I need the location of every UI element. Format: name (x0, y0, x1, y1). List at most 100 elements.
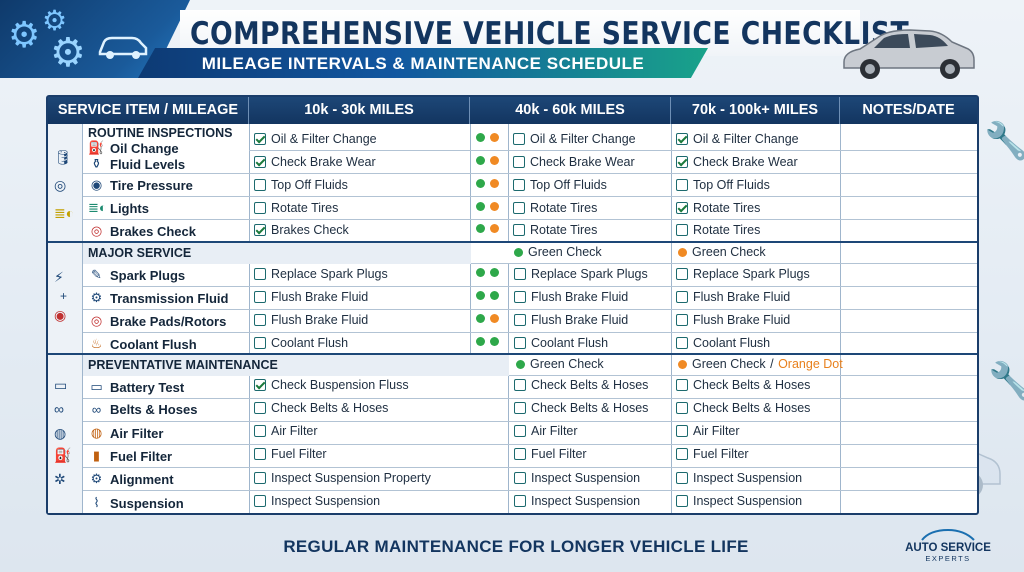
checkbox[interactable] (254, 402, 266, 414)
checkbox[interactable] (254, 379, 266, 391)
table-cell: Top Off Fluids (513, 178, 607, 192)
checkbox[interactable] (676, 291, 688, 303)
checkbox[interactable] (676, 402, 688, 414)
orange-dot-icon (490, 179, 499, 188)
green-dot-icon (476, 337, 485, 346)
table-cell: Check Belts & Hoses (514, 401, 648, 415)
suspension-icon: ⌇ (93, 495, 100, 510)
checkbox[interactable] (676, 268, 688, 280)
table-cell: Air Filter (514, 424, 578, 438)
table-row: Replace Spark Plugs (254, 267, 388, 281)
headlight-icon: ≣◐ (88, 200, 107, 215)
item-fluid-levels: ⚱ Fluid Levels (88, 156, 185, 172)
table-row: Top Off Fluids (254, 178, 348, 192)
checkbox[interactable] (513, 179, 525, 191)
green-dot-icon (490, 268, 499, 277)
checkbox[interactable] (676, 133, 688, 145)
checkbox[interactable] (514, 314, 526, 326)
spark-plug-icon: ✎ (91, 267, 102, 282)
table-cell: Coolant Flush (514, 336, 608, 350)
checkbox[interactable] (254, 224, 266, 236)
checkbox[interactable] (254, 268, 266, 280)
checkbox[interactable] (676, 448, 688, 460)
checkbox[interactable] (513, 156, 525, 168)
item-belts-hoses: ∞ Belts & Hoses (88, 402, 198, 417)
orange-dot-icon (678, 359, 687, 369)
col-header-10k-30k: 10k - 30k MILES (249, 97, 470, 124)
checkbox[interactable] (514, 495, 526, 507)
oil-can-icon: 🛢 (54, 149, 72, 165)
checkbox[interactable] (254, 425, 266, 437)
checkbox[interactable] (254, 291, 266, 303)
checkbox[interactable] (514, 379, 526, 391)
brake-rotor-icon: ◉ (54, 307, 67, 323)
table-cell: Flush Brake Fluid (514, 290, 628, 304)
alignment-icon: ⚙ (90, 471, 103, 486)
checkbox[interactable] (676, 379, 688, 391)
sedan-image (843, 29, 975, 79)
brand-name: AUTO SERVICE (905, 542, 991, 554)
checkbox[interactable] (254, 472, 266, 484)
table-cell: Inspect Suspension (514, 471, 640, 485)
fuel-filter-icon: ▮ (92, 448, 101, 463)
checkbox[interactable] (514, 291, 526, 303)
status-dots (476, 202, 499, 211)
legend-green-check: Green Check (516, 357, 604, 371)
air-filter-icon: ◍ (54, 425, 67, 441)
checkbox[interactable] (676, 472, 688, 484)
checkbox[interactable] (254, 495, 266, 507)
table-cell: Flush Brake Fluid (676, 290, 790, 304)
table-cell: Top Off Fluids (676, 178, 770, 192)
legend-green-check: Green Check (514, 245, 602, 259)
table-cell: Check Brake Wear (676, 155, 798, 169)
checkbox[interactable] (254, 448, 266, 460)
checkbox[interactable] (676, 495, 688, 507)
table-row: Check Buspension Fluss (254, 378, 409, 392)
item-battery-test: ▭ Battery Test (88, 379, 184, 395)
checkbox[interactable] (513, 224, 525, 236)
table-cell: Oil & Filter Change (676, 132, 799, 146)
checkbox[interactable] (676, 156, 688, 168)
checkbox[interactable] (676, 179, 688, 191)
table-cell: Inspect Suspension (676, 494, 802, 508)
checkbox[interactable] (676, 425, 688, 437)
gear-icon: ⚙ (50, 31, 86, 75)
checkbox[interactable] (514, 448, 526, 460)
checkbox[interactable] (514, 402, 526, 414)
checkbox[interactable] (254, 337, 266, 349)
checkbox[interactable] (254, 156, 266, 168)
table-cell: Rotate Tires (676, 201, 760, 215)
checkbox[interactable] (676, 224, 688, 236)
item-spark-plugs: ✎ Spark Plugs (88, 267, 185, 283)
checkbox[interactable] (676, 337, 688, 349)
item-brake-pads-rotors: ◎ Brake Pads/Rotors (88, 313, 227, 329)
fluid-bottle-icon: ⚱ (91, 156, 102, 171)
checkbox[interactable] (513, 133, 525, 145)
checkbox[interactable] (514, 425, 526, 437)
table-row: Rotate Tires (254, 201, 338, 215)
checkbox[interactable] (513, 202, 525, 214)
checkbox[interactable] (514, 337, 526, 349)
belt-icon: ∞ (91, 402, 102, 417)
checkbox[interactable] (254, 179, 266, 191)
checkbox[interactable] (254, 202, 266, 214)
status-dots (476, 133, 499, 142)
checkbox[interactable] (514, 268, 526, 280)
brand-logo: AUTO SERVICE EXPERTS (900, 528, 996, 563)
checkbox[interactable] (254, 133, 266, 145)
table-cell: Check Belts & Hoses (514, 378, 648, 392)
table-cell: Check Belts & Hoses (676, 401, 810, 415)
fuel-filter-icon: ⛽ (54, 447, 72, 463)
checkbox[interactable] (514, 472, 526, 484)
wrench-icon: 🔧 (984, 120, 1024, 161)
coolant-icon: ♨ (90, 336, 103, 351)
green-dot-icon (476, 156, 485, 165)
legend-green-check-orange-dot: Green Check / Orange Dot (678, 357, 843, 371)
brake-rotor-icon: ◎ (90, 313, 103, 328)
item-tire-pressure: ◉ Tire Pressure (88, 177, 193, 193)
green-dot-icon (476, 133, 485, 142)
checkbox[interactable] (254, 314, 266, 326)
checkbox[interactable] (676, 314, 688, 326)
table-cell: Fuel Filter (514, 447, 587, 461)
checkbox[interactable] (676, 202, 688, 214)
